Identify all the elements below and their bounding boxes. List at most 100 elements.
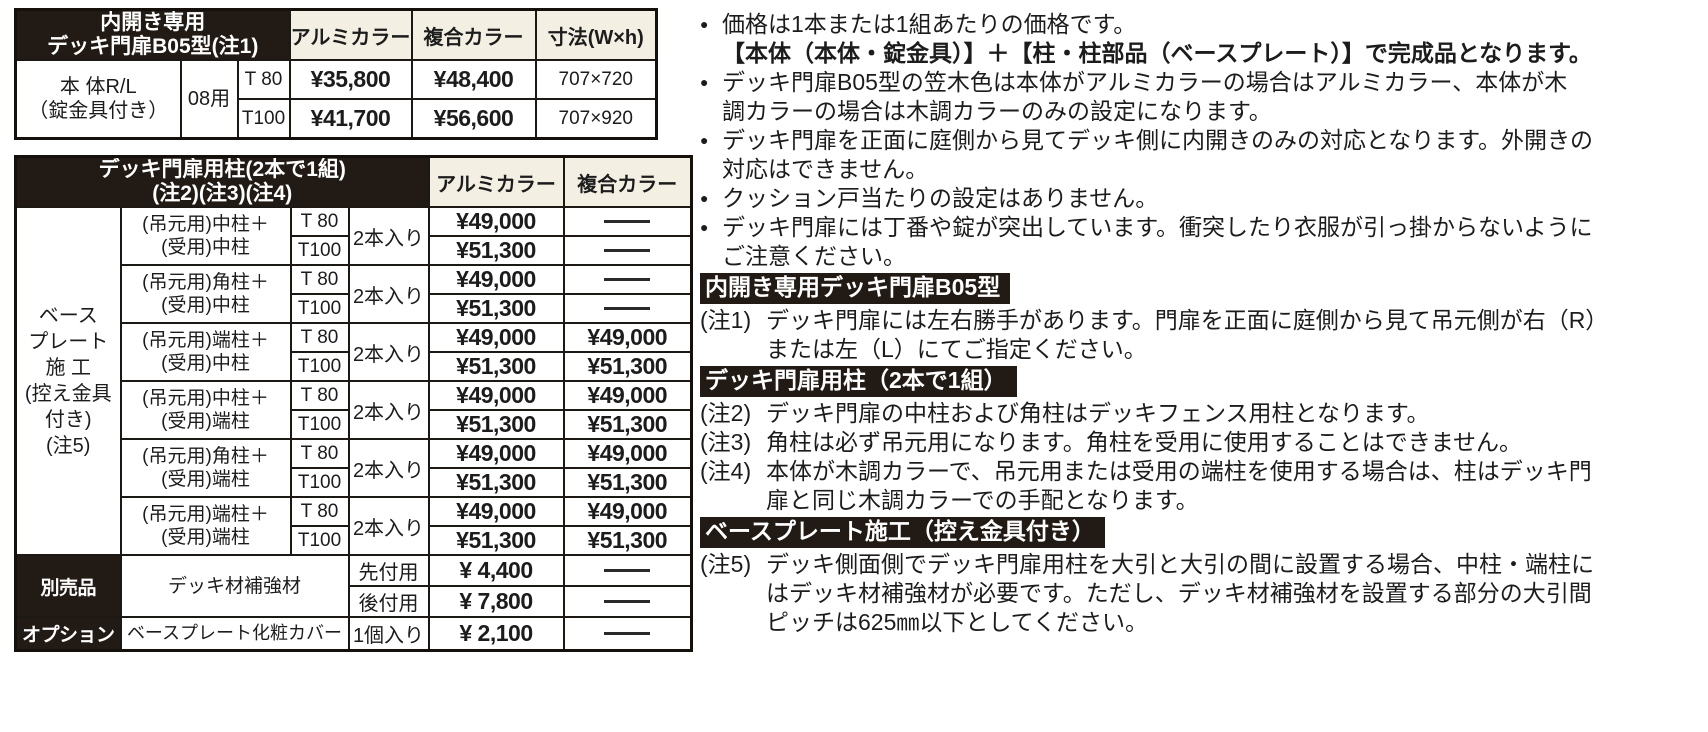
table1-title: 内開き専用 デッキ門扉B05型(注1) bbox=[14, 8, 291, 61]
table-row: T100 ¥51,300 ¥51,300 bbox=[16, 467, 693, 498]
note-line: 本体が木調カラーで、吊元用または受用の端柱を使用する場合は、柱はデッキ門 bbox=[766, 458, 1592, 484]
t-size-cell: T 80 bbox=[289, 380, 350, 411]
cell-line: (控え金具 bbox=[24, 383, 112, 405]
numbered-note: (注1) デッキ門扉には左右勝手があります。門扉を正面に庭側から見て吊元側が右（R… bbox=[700, 306, 1700, 364]
table-row: T100 ¥51,300 ¥51,300 bbox=[16, 409, 693, 440]
table-row: (吊元用)端柱＋ (受用)端柱 T 80 2本入り ¥49,000 ¥49,000 bbox=[16, 496, 693, 556]
note-text: 角柱は必ず吊元用になります。角柱を受用に使用することはできません。 bbox=[766, 428, 1700, 457]
t-size-cell: T100 bbox=[289, 409, 350, 440]
t-size-cell: T 80 bbox=[289, 322, 350, 353]
price-cell: ¥49,000 bbox=[562, 322, 693, 353]
note-bullet: ● クッション戸当たりの設定はありません。 bbox=[700, 184, 1700, 213]
quantity-cell: 2本入り bbox=[347, 380, 430, 440]
dash-mark bbox=[604, 306, 651, 310]
note-line: デッキ門扉には丁番や錠が突出しています。衝突したり衣服が引っ掛からないように bbox=[722, 214, 1593, 240]
cell-line: 施 工 bbox=[45, 357, 92, 379]
t-size-cell: T 80 bbox=[289, 438, 350, 469]
cell-line: デッキ門扉用柱(2本で1組) bbox=[98, 158, 346, 181]
quantity-cell: 2本入り bbox=[347, 438, 430, 498]
note-line: デッキ門扉を正面に庭側から見てデッキ側に内開きのみの対応となります。外開きの bbox=[722, 127, 1594, 153]
table-row: 別売品 デッキ材補強材 先付用 ¥ 4,400 bbox=[14, 554, 693, 618]
t-size-cell: T 80 bbox=[236, 59, 291, 100]
section-label-text: 内開き専用デッキ門扉B05型 bbox=[700, 273, 1011, 304]
quantity-cell: 2本入り bbox=[347, 496, 430, 556]
note-line: 価格は1本または1組あたりの価格です。 bbox=[722, 11, 1137, 37]
bullet-icon: ● bbox=[700, 132, 709, 148]
post-combo-label: (吊元用)角柱＋ (受用)端柱 bbox=[119, 438, 292, 498]
table-row: デッキ門扉用柱(2本で1組) (注2)(注3)(注4) アルミカラー 複合カラー bbox=[14, 155, 693, 208]
note-line: 【本体（本体・錠金具）】＋【柱・柱部品（ベースプレート）】で完成品となります。 bbox=[722, 40, 1592, 66]
cell-line: (吊元用)端柱＋ bbox=[142, 504, 269, 525]
install-type-cell: 先付用 bbox=[347, 554, 430, 587]
row-label-body: 本 体R/L （錠金具付き） bbox=[14, 59, 182, 140]
bullet-icon: ● bbox=[700, 190, 709, 206]
bullet-text: デッキ門扉B05型の笠木色は本体がアルミカラーの場合はアルミカラー、本体が木 調カ… bbox=[722, 68, 1700, 126]
cell-line: (受用)中柱 bbox=[161, 295, 250, 316]
note-text: デッキ側面側でデッキ門扉用柱を大引と大引の間に設置する場合、中柱・端柱に はデッキ… bbox=[766, 550, 1700, 637]
dash-mark bbox=[604, 277, 651, 281]
t-size-cell: T100 bbox=[289, 467, 350, 498]
note-bullet: ● デッキ門扉には丁番や錠が突出しています。衝突したり衣服が引っ掛からないようにご… bbox=[700, 213, 1700, 271]
cell-line: (吊元用)角柱＋ bbox=[142, 272, 269, 293]
gate-post-price-table: デッキ門扉用柱(2本で1組) (注2)(注3)(注4) アルミカラー 複合カラー ベース… bbox=[14, 155, 693, 652]
note-line: 扉と同じ木調カラーでの手配となります。 bbox=[766, 487, 1199, 513]
price-cell: ¥49,000 bbox=[427, 380, 565, 411]
note-line: デッキ側面側でデッキ門扉用柱を大引と大引の間に設置する場合、中柱・端柱に bbox=[766, 551, 1594, 577]
note-tag: (注2) bbox=[700, 400, 752, 426]
price-cell: ¥35,800 bbox=[288, 59, 413, 100]
t-size-cell: T 80 bbox=[289, 264, 350, 295]
table-row: 本 体R/L （錠金具付き） 08用 T 80 ¥35,800 ¥48,400 707×72… bbox=[14, 59, 658, 140]
quantity-cell: 2本入り bbox=[347, 206, 430, 266]
price-cell: ¥41,700 bbox=[288, 98, 413, 140]
price-cell: ¥49,000 bbox=[427, 322, 565, 353]
bullet-icon: ● bbox=[700, 74, 709, 90]
cell-line: (受用)端柱 bbox=[161, 469, 250, 490]
cell-line: プレート bbox=[28, 331, 109, 353]
table-row: T100 ¥41,700 ¥56,600 707×920 bbox=[16, 98, 658, 140]
item-deck-reinforcement: デッキ材補強材 bbox=[119, 554, 350, 618]
cell-line: デッキ門扉B05型(注1) bbox=[47, 35, 259, 58]
table-row: (吊元用)端柱＋ (受用)中柱 T 80 2本入り ¥49,000 ¥49,000 bbox=[16, 322, 693, 382]
numbered-note: (注2) デッキ門扉の中柱および角柱はデッキフェンス用柱となります。 bbox=[700, 399, 1700, 428]
cell-line: 内開き専用 bbox=[100, 11, 206, 34]
note-tag: (注3) bbox=[700, 429, 752, 455]
price-cell: ¥49,000 bbox=[427, 438, 565, 469]
notes-column: ● 価格は1本または1組あたりの価格です。【本体（本体・錠金具）】＋【柱・柱部品（… bbox=[700, 10, 1700, 637]
cell-line: (注5) bbox=[46, 435, 91, 457]
col-header-composite-color: 複合カラー bbox=[562, 155, 693, 208]
price-cell: ¥51,300 bbox=[562, 467, 693, 498]
note-bullet: ● デッキ門扉B05型の笠木色は本体がアルミカラーの場合はアルミカラー、本体が木調… bbox=[700, 68, 1700, 126]
post-combo-label: (吊元用)端柱＋ (受用)中柱 bbox=[119, 322, 292, 382]
section-label: 内開き専用デッキ門扉B05型 bbox=[700, 273, 1700, 304]
cell-line: （錠金具付き） bbox=[28, 100, 169, 122]
no-price-cell bbox=[562, 264, 693, 295]
section-label: デッキ門扉用柱（2本で1組） bbox=[700, 366, 1700, 397]
t-size-cell: T 80 bbox=[289, 496, 350, 527]
table-row: ベース プレート施 工 (控え金具 付き) (注5) (吊元用)中柱＋ (受用)中柱 T 80… bbox=[14, 206, 693, 556]
col-header-composite-color: 複合カラー bbox=[410, 8, 537, 61]
no-price-cell bbox=[562, 616, 693, 652]
table-row: (吊元用)角柱＋ (受用)中柱 T 80 2本入り ¥49,000 bbox=[16, 264, 693, 324]
price-cell: ¥51,300 bbox=[427, 293, 565, 324]
dash-mark bbox=[604, 568, 651, 572]
bullet-text: クッション戸当たりの設定はありません。 bbox=[722, 184, 1700, 213]
section-label-text: デッキ門扉用柱（2本で1組） bbox=[700, 366, 1017, 397]
note-line: 調カラーの場合は木調カラーのみの設定になります。 bbox=[722, 98, 1272, 124]
gate-body-price-table: 内開き専用 デッキ門扉B05型(注1) アルミカラー 複合カラー 寸法(W×h) 本 体R… bbox=[14, 8, 658, 140]
cell-line: (吊元用)中柱＋ bbox=[142, 388, 269, 409]
dash-mark bbox=[604, 219, 651, 223]
no-price-cell bbox=[562, 235, 693, 266]
dimension-cell: 707×720 bbox=[534, 59, 658, 100]
price-cell: ¥49,000 bbox=[427, 264, 565, 295]
cell-line: (受用)中柱 bbox=[161, 353, 250, 374]
price-cell: ¥49,000 bbox=[427, 496, 565, 527]
cell-line: (吊元用)中柱＋ bbox=[142, 214, 269, 235]
t-size-cell: T100 bbox=[289, 351, 350, 382]
numbered-note: (注3) 角柱は必ず吊元用になります。角柱を受用に使用することはできません。 bbox=[700, 428, 1700, 457]
post-combo-label: (吊元用)中柱＋ (受用)端柱 bbox=[119, 380, 292, 440]
install-type-cell: 後付用 bbox=[347, 585, 430, 618]
note-line: デッキ門扉B05型の笠木色は本体がアルミカラーの場合はアルミカラー、本体が木 bbox=[722, 69, 1568, 95]
dash-mark bbox=[604, 599, 651, 603]
table-row: オプション ベースプレート化粧カバー 1個入り ¥ 2,100 bbox=[14, 616, 693, 652]
price-cell: ¥51,300 bbox=[427, 467, 565, 498]
